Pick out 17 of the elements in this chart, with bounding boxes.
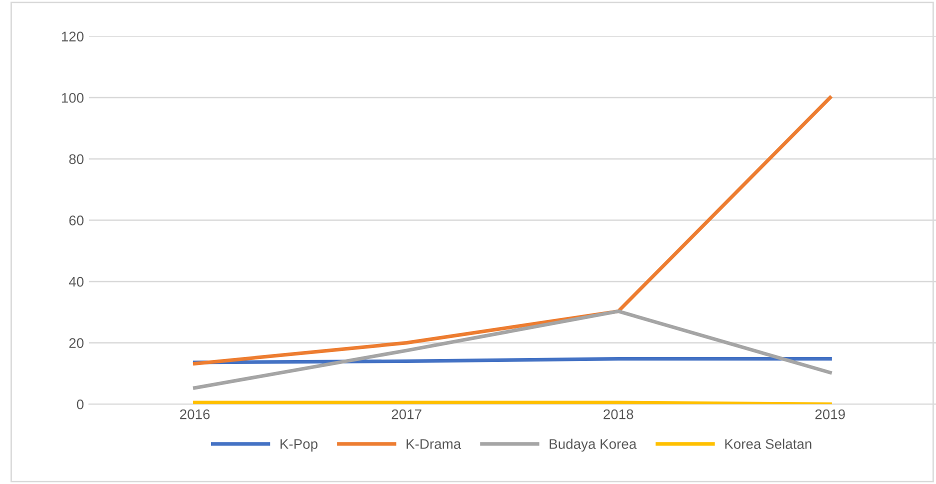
y-tick-label: 120 bbox=[62, 32, 84, 42]
y-tick-label: 40 bbox=[68, 276, 84, 287]
legend-label: K-Drama bbox=[406, 439, 462, 449]
x-tick-label: 2019 bbox=[815, 409, 845, 420]
legend-label: K-Pop bbox=[280, 439, 318, 452]
legend-label: Korea Selatan bbox=[725, 438, 812, 449]
x-tick-label: 2016 bbox=[180, 409, 210, 420]
y-tick-label: 60 bbox=[69, 216, 84, 226]
line-series bbox=[193, 309, 832, 390]
line-series bbox=[193, 96, 832, 366]
legend-label: Budaya Korea bbox=[550, 438, 637, 452]
y-tick-label: 100 bbox=[62, 92, 84, 103]
x-tick-label: 2017 bbox=[392, 409, 422, 420]
y-tick-label: 80 bbox=[69, 154, 84, 164]
y-tick-label: 20 bbox=[69, 338, 84, 348]
y-tick-label: 0 bbox=[76, 399, 84, 410]
x-tick-label: 2018 bbox=[604, 409, 634, 420]
